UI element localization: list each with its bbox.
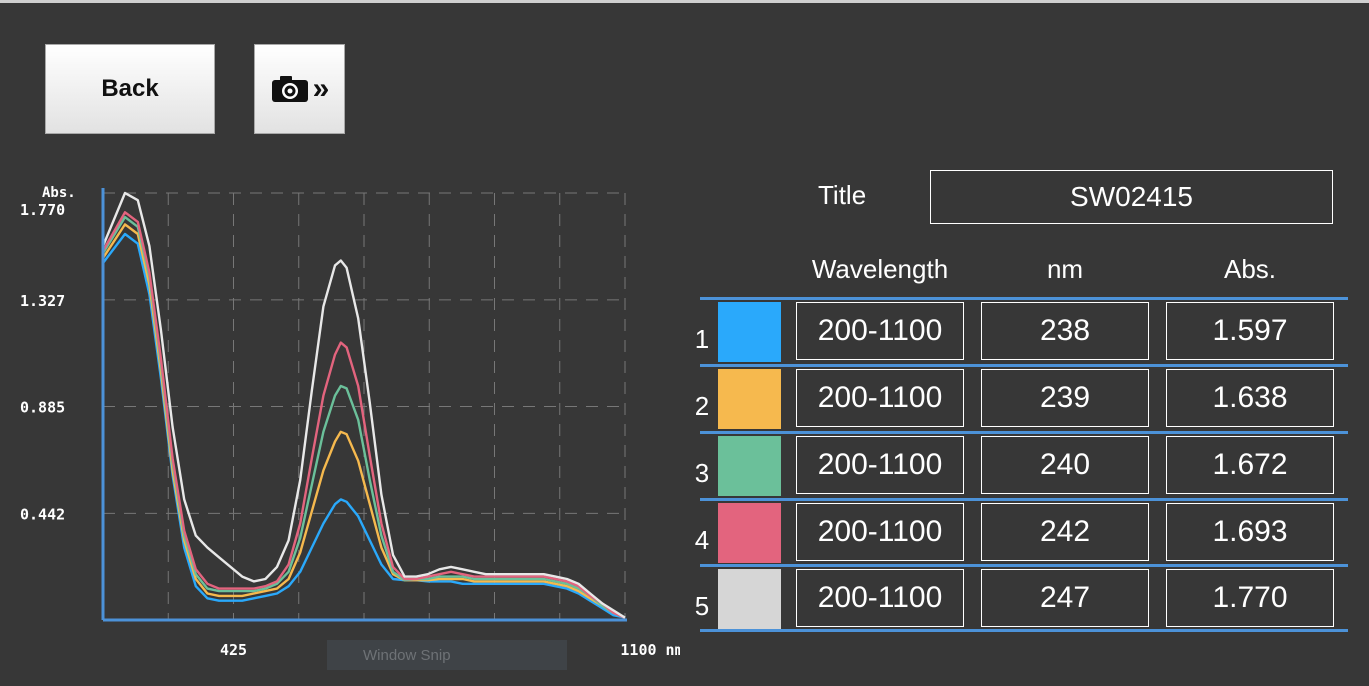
row-number: 3: [694, 458, 710, 488]
peak-abs-field[interactable]: 1.770: [1166, 569, 1334, 627]
table-divider: [700, 498, 1348, 501]
series-color-swatch[interactable]: [718, 302, 781, 362]
title-label: Title: [818, 180, 867, 210]
x-tick-label: 425: [220, 641, 247, 659]
peak-nm-field[interactable]: 247: [981, 569, 1149, 627]
spectrum-line-1: [102, 232, 626, 619]
peak-abs-field[interactable]: 1.693: [1166, 503, 1334, 561]
peak-nm-field[interactable]: 238: [981, 302, 1149, 360]
snapshot-button[interactable]: »: [254, 44, 345, 134]
header-nm: nm: [1046, 254, 1084, 284]
y-tick-label: 1.770: [20, 201, 65, 219]
row-number: 1: [694, 324, 710, 354]
series-color-swatch[interactable]: [718, 436, 781, 496]
camera-icon: [271, 76, 308, 102]
spectrum-line-3: [101, 215, 626, 619]
peak-abs-field[interactable]: 1.672: [1166, 436, 1334, 494]
window-top-border: [0, 0, 1369, 3]
series-color-swatch[interactable]: [718, 503, 781, 563]
header-abs: Abs.: [1223, 254, 1277, 284]
header-wavelength: Wavelength: [811, 254, 949, 284]
table-divider: [700, 564, 1348, 567]
table-divider: [700, 629, 1348, 632]
back-button[interactable]: Back: [45, 44, 215, 134]
snapshot-button-content: »: [270, 72, 330, 106]
spectrum-line-5: [101, 191, 626, 619]
y-tick-label: 1.327: [20, 292, 65, 310]
forward-arrow-icon: »: [312, 72, 330, 105]
peak-nm-field[interactable]: 239: [981, 369, 1149, 427]
y-tick-label: 0.442: [20, 505, 65, 523]
peak-abs-field[interactable]: 1.638: [1166, 369, 1334, 427]
row-number: 4: [694, 525, 710, 555]
table-divider: [700, 364, 1348, 367]
peak-nm-field[interactable]: 242: [981, 503, 1149, 561]
peak-abs-field[interactable]: 1.597: [1166, 302, 1334, 360]
table-divider: [700, 297, 1348, 300]
series-color-swatch[interactable]: [718, 369, 781, 429]
wavelength-range-field[interactable]: 200-1100: [796, 436, 964, 494]
wavelength-range-field[interactable]: 200-1100: [796, 302, 964, 360]
window-snip-label: Window Snip: [363, 646, 451, 664]
y-axis-title: Abs.: [42, 185, 76, 201]
spectrum-line-2: [101, 223, 626, 619]
table-divider: [700, 431, 1348, 434]
row-number: 2: [694, 391, 710, 421]
wavelength-range-field[interactable]: 200-1100: [796, 369, 964, 427]
series-color-swatch[interactable]: [718, 569, 781, 629]
peak-nm-field[interactable]: 240: [981, 436, 1149, 494]
spectrum-line-4: [101, 211, 626, 619]
wavelength-range-field[interactable]: 200-1100: [796, 503, 964, 561]
x-tick-label: 1100 nm: [620, 641, 680, 659]
title-field[interactable]: SW02415: [930, 170, 1333, 224]
wavelength-range-field[interactable]: 200-1100: [796, 569, 964, 627]
row-number: 5: [694, 591, 710, 621]
y-tick-label: 0.885: [20, 399, 65, 417]
window-snip-overlay: Window Snip: [327, 640, 567, 670]
